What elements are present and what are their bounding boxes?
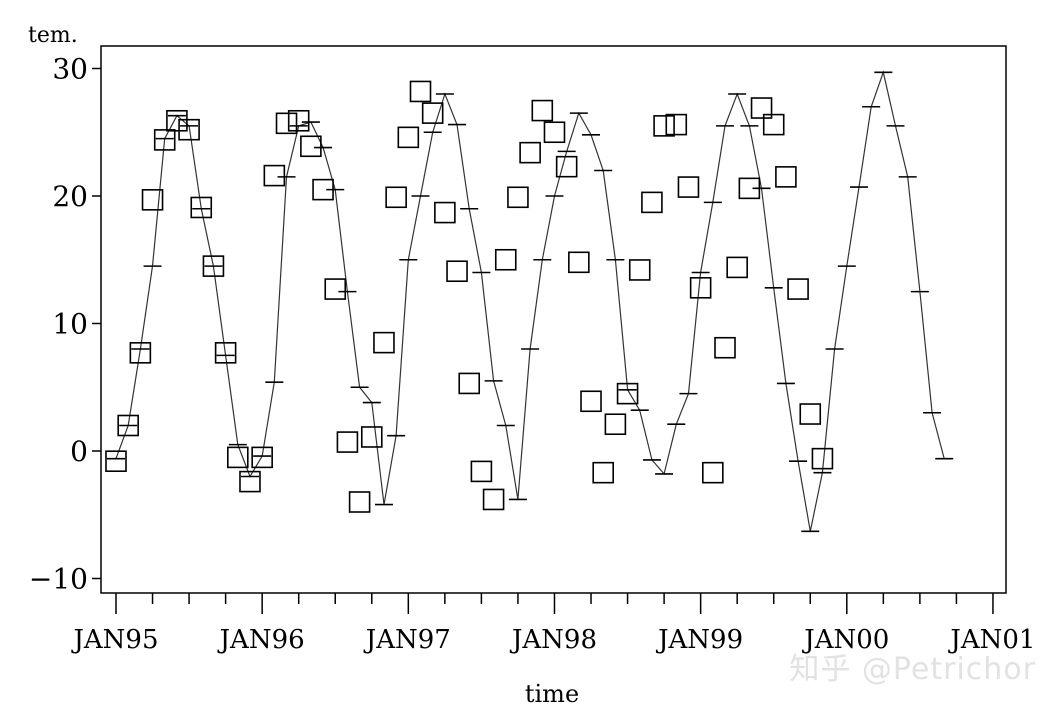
observed-square-marker [397, 126, 420, 149]
x-axis-label: time [525, 680, 579, 708]
observed-square-marker [446, 260, 468, 283]
observed-square-marker [153, 129, 176, 151]
observed-square-marker [580, 390, 602, 413]
observed-square-marker [531, 99, 554, 122]
observed-square-marker [385, 186, 407, 209]
observed-square-marker [190, 196, 213, 219]
observed-series [105, 80, 834, 513]
observed-square-marker [458, 372, 481, 395]
y-axis-label: tem. [28, 23, 78, 48]
y-tick-label: −10 [29, 563, 88, 596]
observed-square-marker [811, 447, 834, 470]
observed-square-marker [421, 102, 444, 124]
observed-square-marker [568, 251, 590, 274]
observed-square-marker [482, 488, 505, 511]
observed-square-marker [702, 461, 724, 484]
x-tick-label: JAN00 [801, 625, 889, 655]
observed-square-marker [641, 191, 663, 214]
observed-square-marker [604, 413, 627, 436]
observed-square-marker [726, 256, 748, 279]
y-tick-label: 0 [70, 435, 88, 468]
observed-square-marker [543, 121, 566, 144]
observed-square-marker [762, 113, 785, 136]
observed-square-marker [507, 186, 529, 209]
observed-square-marker [409, 80, 432, 103]
observed-square-marker [628, 259, 651, 281]
x-tick-label: JAN99 [655, 625, 743, 655]
observed-square-marker [336, 431, 359, 453]
observed-square-marker [787, 278, 809, 300]
observed-square-marker [166, 109, 188, 132]
watermark: 知乎 @Petrichor [789, 652, 1036, 687]
observed-square-marker [714, 336, 736, 359]
y-tick-label: 30 [52, 53, 88, 86]
observed-square-marker [178, 118, 200, 141]
x-tick-label: JAN96 [217, 625, 305, 655]
observed-square-marker [227, 446, 249, 469]
observed-square-marker [689, 276, 712, 299]
observed-square-marker [775, 166, 797, 188]
y-axis: −10 0 10 20 30 [29, 53, 101, 596]
x-tick-label: JAN97 [363, 625, 451, 655]
observed-square-marker [665, 113, 688, 136]
forecast-series [107, 70, 954, 533]
x-tick-label: JAN98 [509, 625, 597, 655]
observed-square-marker [312, 178, 334, 201]
observed-square-marker [750, 97, 773, 119]
observed-square-marker [653, 115, 675, 137]
observed-square-marker [738, 177, 761, 200]
observed-square-marker [141, 189, 164, 211]
observed-square-marker [129, 342, 152, 364]
observed-square-marker [470, 460, 493, 483]
observed-square-marker [555, 155, 578, 178]
observed-square-marker [616, 382, 639, 405]
y-tick-label: 20 [52, 180, 88, 213]
plot-frame [100, 45, 1007, 594]
observed-square-marker [239, 470, 261, 493]
y-tick-label: 10 [52, 308, 88, 341]
forecast-line [115, 70, 945, 532]
observed-square-marker [519, 141, 541, 164]
observed-square-marker [117, 414, 139, 437]
observed-square-marker [677, 176, 700, 198]
observed-square-marker [214, 342, 237, 364]
observed-square-marker [324, 278, 347, 300]
observed-square-marker [373, 331, 395, 354]
x-axis: JAN95 JAN96 JAN97 JAN98 JAN99 JAN00 JAN01 [70, 593, 1035, 655]
x-tick-label: JAN95 [70, 625, 158, 655]
observed-square-marker [202, 255, 225, 277]
observed-square-marker [105, 450, 127, 473]
observed-square-marker [275, 112, 298, 135]
observed-square-marker [360, 426, 383, 448]
observed-square-marker [263, 164, 286, 187]
x-tick-label: JAN01 [947, 625, 1035, 655]
observed-square-marker [251, 446, 273, 469]
observed-square-marker [434, 201, 456, 224]
observed-square-marker [799, 403, 822, 425]
observed-square-marker [300, 135, 322, 158]
observed-square-marker [494, 248, 517, 271]
observed-square-marker [348, 491, 371, 513]
observed-square-marker [592, 461, 615, 484]
observed-square-marker [287, 109, 310, 132]
